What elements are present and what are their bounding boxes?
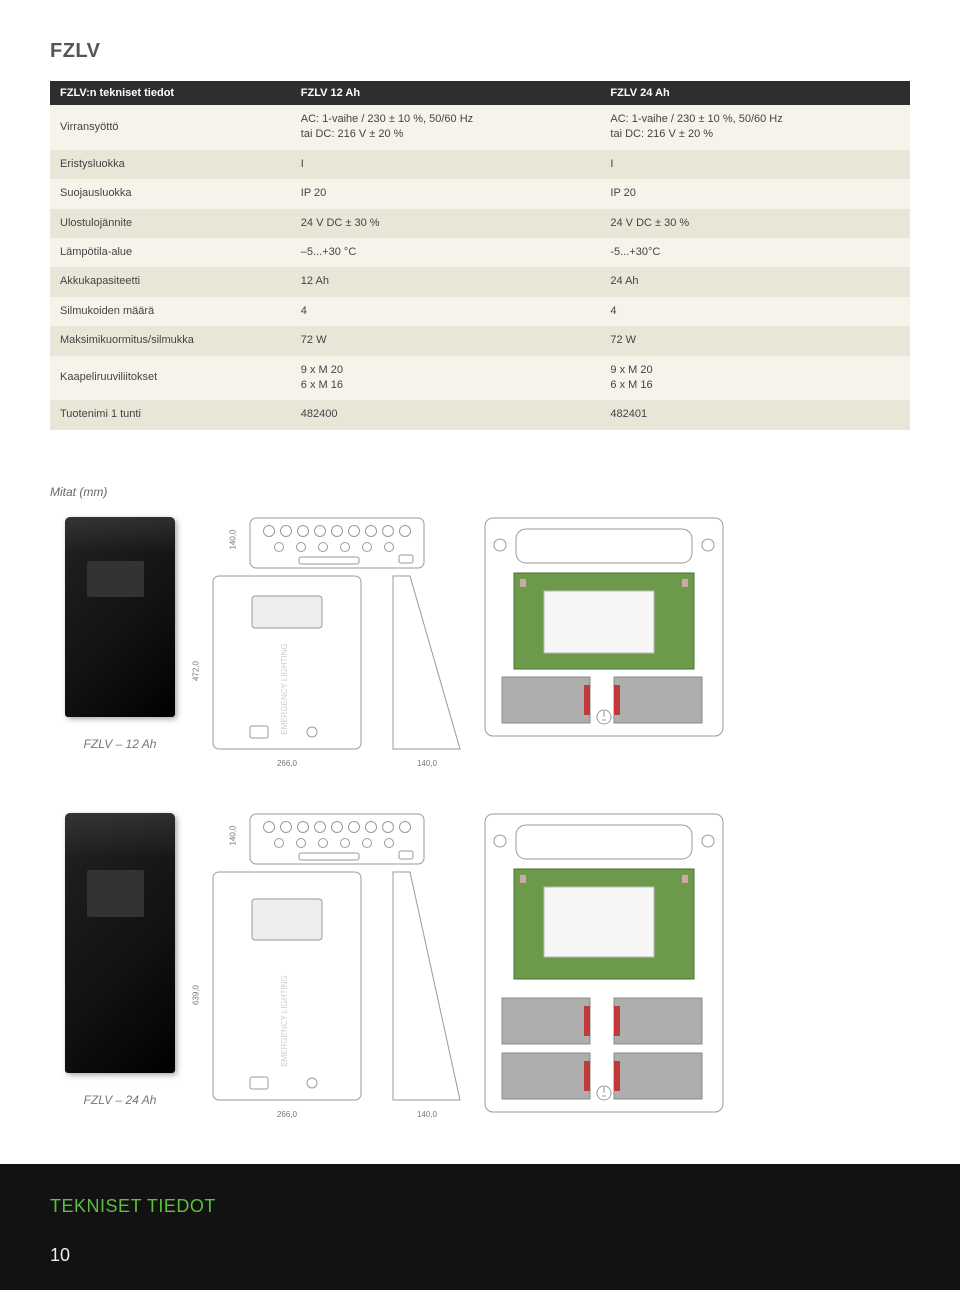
drawings: 140,0 472,0 EMERGENCY LIGHTING 266,0 xyxy=(212,517,462,768)
footer-title: TEKNISET TIEDOT xyxy=(50,1196,910,1217)
product-image xyxy=(65,517,175,717)
side-view: 140,0 xyxy=(392,575,462,768)
table-cell: Kaapeliruuviliitokset xyxy=(50,356,291,401)
table-row: Tuotenimi 1 tunti482400482401 xyxy=(50,400,910,429)
product-label: FZLV – 24 Ah xyxy=(84,1093,157,1107)
table-row: Silmukoiden määrä44 xyxy=(50,297,910,326)
table-row: Akkukapasiteetti12 Ah24 Ah xyxy=(50,267,910,296)
side-view: 140,0 xyxy=(392,871,462,1119)
drawings: 140,0 639,0 EMERGENCY LIGHTING 266,0 xyxy=(212,813,462,1119)
dim-side-w: 140,0 xyxy=(392,759,462,768)
product-photo: FZLV – 24 Ah xyxy=(50,813,190,1107)
table-cell: AC: 1-vaihe / 230 ± 10 %, 50/60 Hz tai D… xyxy=(600,105,910,150)
product-section: FZLV – 12 Ah 140,0 472,0 EMERGENCY LIGHT… xyxy=(50,517,910,768)
table-cell: AC: 1-vaihe / 230 ± 10 %, 50/60 Hz tai D… xyxy=(291,105,601,150)
table-cell: Akkukapasiteetti xyxy=(50,267,291,296)
dim-front-h: 472,0 xyxy=(192,661,201,681)
table-cell: Lämpötila-alue xyxy=(50,238,291,267)
page-title: FZLV xyxy=(50,40,910,63)
footer-page: 10 xyxy=(50,1245,910,1266)
top-view: 140,0 xyxy=(249,813,425,865)
footer: TEKNISET TIEDOT 10 xyxy=(0,1164,960,1290)
front-view: 639,0 EMERGENCY LIGHTING 266,0 xyxy=(212,871,362,1119)
table-cell: 24 V DC ± 30 % xyxy=(291,209,601,238)
dim-front-h: 639,0 xyxy=(192,985,201,1005)
table-row: Maksimikuormitus/silmukka72 W72 W xyxy=(50,326,910,355)
dim-side-w: 140,0 xyxy=(392,1110,462,1119)
dim-top-h: 140,0 xyxy=(229,529,238,549)
table-cell: Suojausluokka xyxy=(50,179,291,208)
table-row: EristysluokkaII xyxy=(50,150,910,179)
pcb-diagram xyxy=(484,517,724,742)
table-cell: I xyxy=(291,150,601,179)
table-cell: Silmukoiden määrä xyxy=(50,297,291,326)
table-cell: 482400 xyxy=(291,400,601,429)
table-row: SuojausluokkaIP 20IP 20 xyxy=(50,179,910,208)
table-cell: 72 W xyxy=(600,326,910,355)
table-cell: Ulostulojännite xyxy=(50,209,291,238)
table-cell: 9 x M 20 6 x M 16 xyxy=(600,356,910,401)
product-section: FZLV – 24 Ah 140,0 639,0 EMERGENCY LIGHT… xyxy=(50,813,910,1119)
top-view: 140,0 xyxy=(249,517,425,569)
th-2: FZLV 24 Ah xyxy=(600,81,910,105)
table-row: Lämpötila-alue–5...+30 °C-5...+30°C xyxy=(50,238,910,267)
table-cell: I xyxy=(600,150,910,179)
dim-front-w: 266,0 xyxy=(212,1110,362,1119)
table-cell: 24 V DC ± 30 % xyxy=(600,209,910,238)
table-cell: 12 Ah xyxy=(291,267,601,296)
table-cell: IP 20 xyxy=(600,179,910,208)
product-image xyxy=(65,813,175,1073)
table-cell: –5...+30 °C xyxy=(291,238,601,267)
svg-text:EMERGENCY LIGHTING: EMERGENCY LIGHTING xyxy=(280,643,289,734)
table-cell: 482401 xyxy=(600,400,910,429)
mitat-label: Mitat (mm) xyxy=(50,485,910,499)
table-cell: Maksimikuormitus/silmukka xyxy=(50,326,291,355)
th-1: FZLV 12 Ah xyxy=(291,81,601,105)
table-cell: 9 x M 20 6 x M 16 xyxy=(291,356,601,401)
table-cell: Virransyöttö xyxy=(50,105,291,150)
table-row: VirransyöttöAC: 1-vaihe / 230 ± 10 %, 50… xyxy=(50,105,910,150)
table-cell: 4 xyxy=(600,297,910,326)
product-label: FZLV – 12 Ah xyxy=(84,737,157,751)
table-cell: IP 20 xyxy=(291,179,601,208)
table-cell: Tuotenimi 1 tunti xyxy=(50,400,291,429)
product-photo: FZLV – 12 Ah xyxy=(50,517,190,751)
table-cell: 24 Ah xyxy=(600,267,910,296)
table-cell: -5...+30°C xyxy=(600,238,910,267)
spec-table: FZLV:n tekniset tiedot FZLV 12 Ah FZLV 2… xyxy=(50,81,910,430)
pcb-diagram xyxy=(484,813,724,1118)
front-view: 472,0 EMERGENCY LIGHTING 266,0 xyxy=(212,575,362,768)
table-row: Kaapeliruuviliitokset9 x M 20 6 x M 169 … xyxy=(50,356,910,401)
dim-front-w: 266,0 xyxy=(212,759,362,768)
table-row: Ulostulojännite24 V DC ± 30 %24 V DC ± 3… xyxy=(50,209,910,238)
table-cell: Eristysluokka xyxy=(50,150,291,179)
dim-top-h: 140,0 xyxy=(229,825,238,845)
th-0: FZLV:n tekniset tiedot xyxy=(50,81,291,105)
table-cell: 72 W xyxy=(291,326,601,355)
table-cell: 4 xyxy=(291,297,601,326)
svg-text:EMERGENCY LIGHTING: EMERGENCY LIGHTING xyxy=(280,975,289,1066)
